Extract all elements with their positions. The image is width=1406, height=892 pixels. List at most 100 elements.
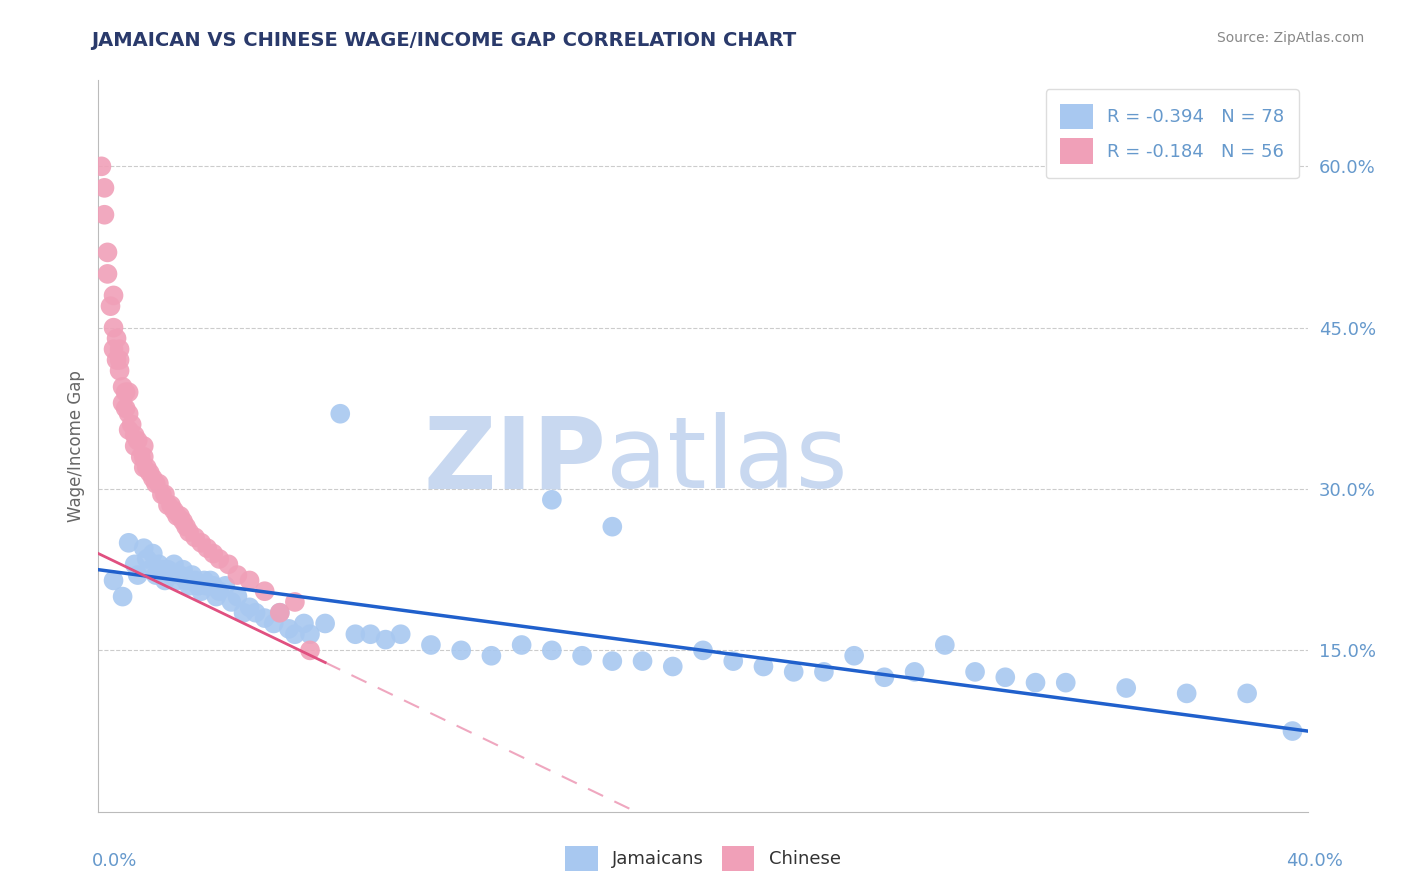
Point — [129, 450, 152, 464]
Point — [1236, 686, 1258, 700]
Point — [360, 627, 382, 641]
Point — [142, 547, 165, 561]
Point — [179, 579, 201, 593]
Point — [420, 638, 443, 652]
Point — [174, 574, 197, 588]
Point — [1024, 675, 1046, 690]
Point — [179, 524, 201, 539]
Text: 40.0%: 40.0% — [1286, 852, 1343, 870]
Point — [93, 208, 115, 222]
Point — [135, 552, 157, 566]
Point — [813, 665, 835, 679]
Point — [1175, 686, 1198, 700]
Text: Source: ZipAtlas.com: Source: ZipAtlas.com — [1216, 31, 1364, 45]
Point — [844, 648, 866, 663]
Point — [174, 519, 197, 533]
Point — [163, 558, 186, 572]
Point — [156, 498, 179, 512]
Point — [602, 519, 624, 533]
Point — [132, 439, 155, 453]
Legend: R = -0.394   N = 78, R = -0.184   N = 56: R = -0.394 N = 78, R = -0.184 N = 56 — [1046, 89, 1299, 178]
Point — [208, 552, 231, 566]
Point — [148, 476, 170, 491]
Point — [90, 159, 112, 173]
Point — [994, 670, 1017, 684]
Point — [108, 364, 131, 378]
Point — [299, 643, 322, 657]
Point — [118, 423, 141, 437]
Point — [121, 417, 143, 432]
Point — [873, 670, 896, 684]
Point — [108, 342, 131, 356]
Point — [217, 558, 239, 572]
Point — [103, 342, 125, 356]
Point — [187, 579, 209, 593]
Point — [226, 568, 249, 582]
Point — [540, 492, 562, 507]
Point — [166, 508, 188, 523]
Point — [904, 665, 927, 679]
Point — [1054, 675, 1077, 690]
Point — [96, 267, 118, 281]
Point — [118, 385, 141, 400]
Point — [269, 606, 291, 620]
Point — [263, 616, 285, 631]
Point — [103, 574, 125, 588]
Point — [226, 590, 249, 604]
Point — [292, 616, 315, 631]
Point — [200, 574, 222, 588]
Point — [132, 460, 155, 475]
Point — [153, 574, 176, 588]
Point — [118, 407, 141, 421]
Point — [752, 659, 775, 673]
Point — [965, 665, 987, 679]
Point — [148, 558, 170, 572]
Point — [124, 439, 146, 453]
Point — [132, 450, 155, 464]
Point — [160, 498, 183, 512]
Point — [145, 568, 167, 582]
Point — [160, 568, 183, 582]
Text: atlas: atlas — [606, 412, 848, 509]
Point — [166, 574, 188, 588]
Point — [135, 460, 157, 475]
Point — [114, 401, 136, 416]
Point — [571, 648, 593, 663]
Point — [103, 288, 125, 302]
Point — [195, 541, 218, 556]
Point — [934, 638, 956, 652]
Point — [127, 434, 149, 448]
Point — [540, 643, 562, 657]
Point — [111, 380, 134, 394]
Point — [103, 320, 125, 334]
Point — [100, 299, 122, 313]
Point — [202, 547, 225, 561]
Point — [284, 595, 307, 609]
Point — [145, 476, 167, 491]
Point — [139, 563, 162, 577]
Point — [692, 643, 714, 657]
Point — [314, 616, 336, 631]
Point — [783, 665, 806, 679]
Point — [172, 563, 194, 577]
Y-axis label: Wage/Income Gap: Wage/Income Gap — [66, 370, 84, 522]
Point — [105, 331, 128, 345]
Point — [105, 353, 128, 368]
Point — [139, 466, 162, 480]
Point — [195, 579, 218, 593]
Point — [118, 536, 141, 550]
Point — [510, 638, 533, 652]
Point — [344, 627, 367, 641]
Point — [602, 654, 624, 668]
Point — [221, 595, 243, 609]
Point — [150, 563, 173, 577]
Point — [181, 568, 204, 582]
Point — [299, 627, 322, 641]
Point — [1115, 681, 1137, 695]
Point — [253, 611, 276, 625]
Point — [163, 503, 186, 517]
Point — [184, 574, 207, 588]
Text: ZIP: ZIP — [423, 412, 606, 509]
Point — [661, 659, 683, 673]
Point — [245, 606, 267, 620]
